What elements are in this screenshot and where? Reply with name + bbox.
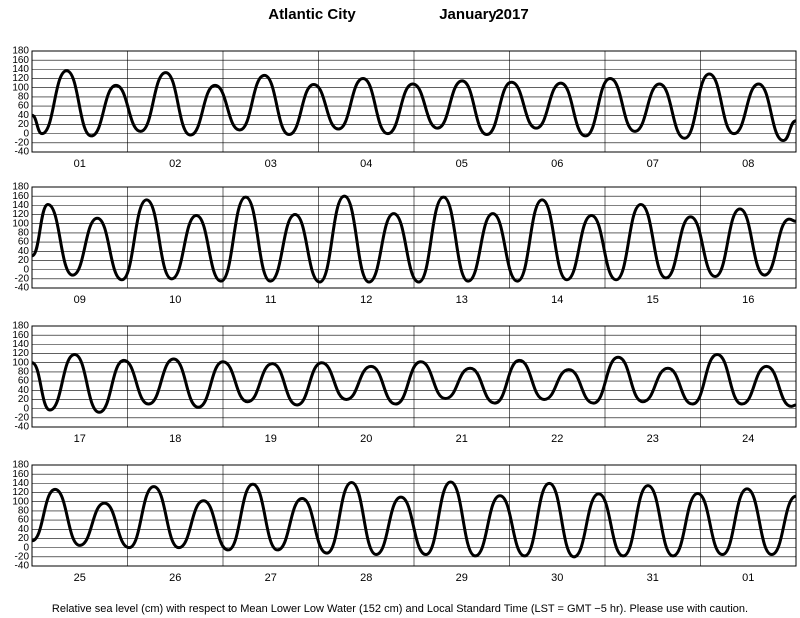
month: January [439,6,497,23]
y-tick-label: -40 [15,422,30,433]
y-tick-label: -20 [15,273,30,284]
x-tick-label: 22 [551,433,563,445]
y-tick-label: 80 [18,228,30,239]
y-tick-label: 0 [23,264,29,275]
y-tick-label: -40 [15,283,30,294]
x-tick-label: 28 [360,572,372,584]
x-tick-label: 04 [360,158,372,170]
y-tick-label: 40 [18,524,30,535]
plot-frame [31,50,797,153]
year: 2017 [495,6,528,23]
y-tick-label: -40 [15,561,30,572]
y-tick-label: 100 [12,357,29,368]
plot-frame [31,464,797,567]
y-tick-label: 40 [18,110,30,121]
y-tick-label: 160 [12,191,29,202]
x-tick-label: 08 [742,158,754,170]
footnote: Relative sea level (cm) with respect to … [52,603,748,615]
x-tick-label: 18 [169,433,181,445]
y-tick-label: 100 [12,218,29,229]
tide-line [31,352,797,414]
x-tick-label: 24 [742,433,754,445]
y-tick-label: 140 [12,200,29,211]
x-tick-label: 06 [551,158,563,170]
y-tick-label: 180 [12,460,29,471]
x-tick-label: 27 [265,572,277,584]
tide-line [31,194,797,284]
y-tick-label: 100 [12,496,29,507]
y-tick-label: 20 [18,533,30,544]
y-tick-label: 80 [18,367,30,378]
x-tick-label: 17 [74,433,86,445]
y-tick-label: 0 [23,403,29,414]
y-tick-label: 140 [12,64,29,75]
y-tick-label: 180 [12,46,29,57]
tide-line [31,69,797,143]
plot-frame [31,325,797,428]
x-tick-label: 23 [647,433,659,445]
y-tick-label: 60 [18,376,30,387]
y-tick-label: 120 [12,73,29,84]
x-tick-label: 13 [456,294,468,306]
y-tick-label: 160 [12,469,29,480]
x-tick-label: 05 [456,158,468,170]
x-tick-label: 19 [265,433,277,445]
x-tick-label: 11 [265,294,276,306]
y-tick-label: 20 [18,255,30,266]
x-tick-label: 12 [360,294,372,306]
x-tick-label: 03 [265,158,277,170]
y-tick-label: -20 [15,551,30,562]
x-tick-label: 02 [169,158,181,170]
y-tick-label: 40 [18,385,30,396]
y-tick-label: 60 [18,101,30,112]
y-tick-label: 60 [18,237,30,248]
y-tick-label: 100 [12,82,29,93]
x-tick-label: 09 [74,294,86,306]
x-tick-label: 26 [169,572,181,584]
y-tick-label: 120 [12,487,29,498]
tide-line [31,480,797,559]
y-tick-label: 160 [12,55,29,66]
y-tick-label: 120 [12,209,29,220]
y-tick-label: 180 [12,182,29,193]
y-tick-label: 160 [12,330,29,341]
chart-title: Atlantic City [268,6,356,23]
y-tick-label: -40 [15,147,30,158]
x-tick-label: 01 [74,158,86,170]
y-tick-label: 0 [23,128,29,139]
y-tick-label: 20 [18,119,30,130]
x-tick-label: 20 [360,433,372,445]
x-tick-label: 31 [647,572,659,584]
x-tick-label: 07 [647,158,659,170]
y-tick-label: 80 [18,506,30,517]
y-tick-label: 140 [12,478,29,489]
y-tick-label: 140 [12,339,29,350]
y-tick-label: 0 [23,542,29,553]
y-tick-label: 80 [18,92,30,103]
x-tick-label: 16 [742,294,754,306]
x-tick-label: 21 [456,433,468,445]
y-tick-label: 120 [12,348,29,359]
plot-frame [31,186,797,289]
x-tick-label: 01 [742,572,754,584]
x-tick-label: 14 [551,294,563,306]
y-tick-label: 60 [18,515,30,526]
y-tick-label: -20 [15,137,30,148]
y-tick-label: 20 [18,394,30,405]
x-tick-label: 29 [456,572,468,584]
y-tick-label: 40 [18,246,30,257]
y-tick-label: 180 [12,321,29,332]
y-tick-label: -20 [15,412,30,423]
x-tick-label: 10 [169,294,181,306]
x-tick-label: 25 [74,572,86,584]
x-tick-label: 30 [551,572,563,584]
x-tick-label: 15 [647,294,659,306]
